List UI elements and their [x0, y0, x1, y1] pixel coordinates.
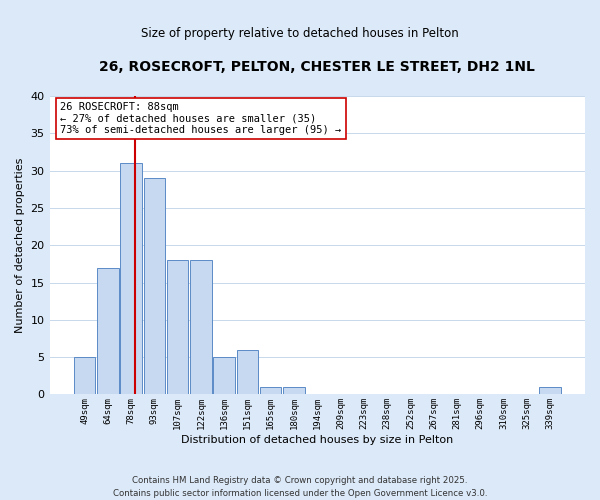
- Text: 26 ROSECROFT: 88sqm
← 27% of detached houses are smaller (35)
73% of semi-detach: 26 ROSECROFT: 88sqm ← 27% of detached ho…: [60, 102, 341, 135]
- Bar: [190, 260, 212, 394]
- X-axis label: Distribution of detached houses by size in Pelton: Distribution of detached houses by size …: [181, 435, 454, 445]
- Text: Size of property relative to detached houses in Pelton: Size of property relative to detached ho…: [141, 28, 459, 40]
- Bar: [214, 357, 235, 395]
- Text: Contains HM Land Registry data © Crown copyright and database right 2025.
Contai: Contains HM Land Registry data © Crown c…: [113, 476, 487, 498]
- Bar: [237, 350, 258, 395]
- Bar: [121, 163, 142, 394]
- Bar: [97, 268, 119, 394]
- Bar: [283, 387, 305, 394]
- Bar: [539, 387, 560, 394]
- Y-axis label: Number of detached properties: Number of detached properties: [15, 158, 25, 333]
- Bar: [143, 178, 165, 394]
- Bar: [260, 387, 281, 394]
- Bar: [167, 260, 188, 394]
- Bar: [74, 357, 95, 395]
- Title: 26, ROSECROFT, PELTON, CHESTER LE STREET, DH2 1NL: 26, ROSECROFT, PELTON, CHESTER LE STREET…: [100, 60, 535, 74]
